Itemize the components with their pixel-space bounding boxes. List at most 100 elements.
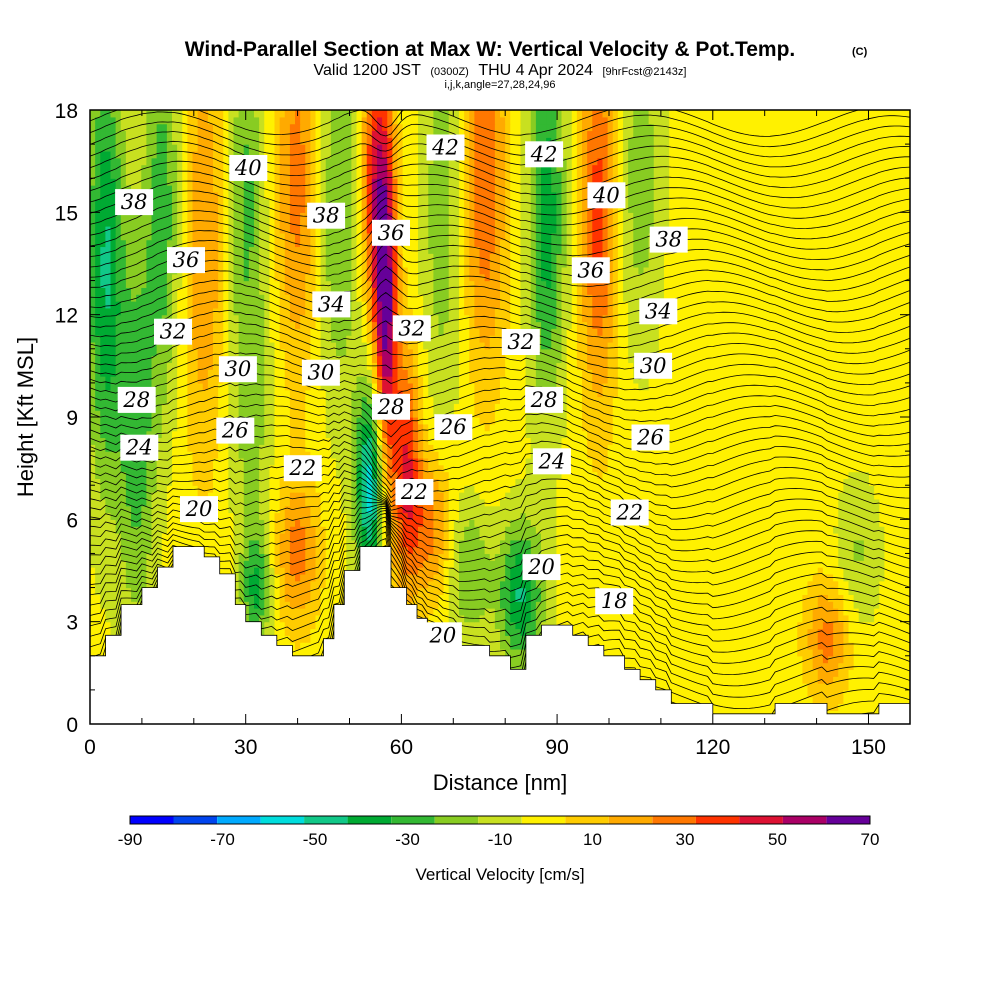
w-cell bbox=[669, 608, 675, 616]
w-cell bbox=[787, 648, 793, 657]
w-cell bbox=[330, 573, 337, 582]
w-cell bbox=[325, 553, 332, 561]
w-cell bbox=[248, 587, 255, 595]
w-cell bbox=[787, 587, 793, 595]
w-cell bbox=[520, 621, 527, 630]
w-cell bbox=[664, 532, 670, 541]
w-cell bbox=[100, 614, 106, 623]
w-cell bbox=[725, 560, 732, 568]
w-cell bbox=[853, 580, 860, 589]
valid-utc: (0300Z) bbox=[430, 66, 469, 78]
w-cell bbox=[141, 505, 147, 514]
w-cell bbox=[838, 621, 844, 630]
w-cell bbox=[300, 587, 306, 595]
w-cell bbox=[95, 512, 101, 520]
w-cell bbox=[105, 526, 112, 534]
w-cell bbox=[505, 587, 511, 595]
w-cell bbox=[658, 560, 665, 568]
w-cell bbox=[694, 594, 701, 602]
w-cell bbox=[612, 648, 619, 657]
w-cell bbox=[305, 532, 311, 541]
w-cell bbox=[874, 683, 880, 691]
w-cell bbox=[448, 608, 455, 616]
w-cell bbox=[869, 608, 875, 616]
w-cell bbox=[858, 580, 865, 589]
w-cell bbox=[248, 512, 255, 520]
w-cell bbox=[617, 553, 624, 561]
w-cell bbox=[740, 669, 747, 677]
w-cell bbox=[607, 635, 614, 643]
w-cell bbox=[674, 669, 680, 677]
w-cell bbox=[248, 580, 255, 589]
w-cell bbox=[746, 560, 752, 568]
w-cell bbox=[525, 601, 532, 609]
w-cell bbox=[100, 601, 106, 609]
w-cell bbox=[838, 628, 844, 636]
w-cell bbox=[305, 594, 311, 602]
w-cell bbox=[807, 539, 814, 548]
w-cell bbox=[761, 621, 768, 630]
w-cell bbox=[894, 608, 901, 616]
w-cell bbox=[904, 532, 910, 541]
w-cell bbox=[858, 648, 865, 657]
w-cell bbox=[874, 539, 880, 548]
w-cell bbox=[561, 594, 568, 602]
w-cell bbox=[228, 553, 235, 561]
w-cell bbox=[479, 546, 486, 555]
w-cell bbox=[730, 512, 737, 520]
w-cell bbox=[848, 580, 855, 589]
w-cell bbox=[689, 567, 696, 575]
w-cell bbox=[500, 614, 506, 623]
w-cell bbox=[756, 621, 762, 630]
w-cell bbox=[90, 594, 96, 602]
w-cell bbox=[612, 614, 619, 623]
w-cell bbox=[125, 546, 132, 555]
w-cell bbox=[699, 621, 706, 630]
w-cell bbox=[735, 573, 742, 582]
w-cell bbox=[474, 621, 481, 630]
w-cell bbox=[474, 560, 481, 568]
w-cell bbox=[694, 614, 701, 623]
w-cell bbox=[740, 648, 747, 657]
w-cell bbox=[761, 567, 768, 575]
w-cell bbox=[874, 628, 880, 636]
w-cell bbox=[735, 614, 742, 623]
w-cell bbox=[269, 553, 276, 561]
w-cell bbox=[822, 567, 829, 575]
w-cell bbox=[100, 608, 106, 616]
w-cell bbox=[812, 526, 819, 534]
w-cell bbox=[125, 580, 132, 589]
w-cell bbox=[802, 689, 809, 698]
w-cell bbox=[243, 594, 250, 602]
w-cell bbox=[833, 614, 839, 623]
w-cell bbox=[797, 648, 803, 657]
w-cell bbox=[761, 655, 768, 664]
w-cell bbox=[120, 567, 127, 575]
w-cell bbox=[807, 648, 814, 657]
w-cell bbox=[469, 532, 475, 541]
w-cell bbox=[715, 655, 721, 664]
w-cell bbox=[607, 539, 614, 548]
w-cell bbox=[653, 539, 660, 548]
w-cell bbox=[576, 594, 583, 602]
w-cell bbox=[423, 601, 429, 609]
w-cell bbox=[894, 676, 901, 684]
w-cell bbox=[725, 703, 732, 711]
w-cell bbox=[792, 519, 798, 527]
w-cell bbox=[238, 505, 245, 514]
w-cell bbox=[505, 628, 511, 636]
w-cell bbox=[863, 689, 870, 698]
w-cell bbox=[710, 594, 716, 602]
w-cell bbox=[254, 532, 260, 541]
w-cell bbox=[494, 587, 501, 595]
w-cell bbox=[802, 601, 809, 609]
w-cell bbox=[274, 614, 281, 623]
w-cell bbox=[156, 546, 163, 555]
w-cell bbox=[448, 519, 455, 527]
w-cell bbox=[858, 635, 865, 643]
w-cell bbox=[489, 573, 496, 582]
w-cell bbox=[658, 601, 665, 609]
w-cell bbox=[756, 546, 762, 555]
w-cell bbox=[720, 519, 727, 527]
w-cell bbox=[705, 669, 711, 677]
